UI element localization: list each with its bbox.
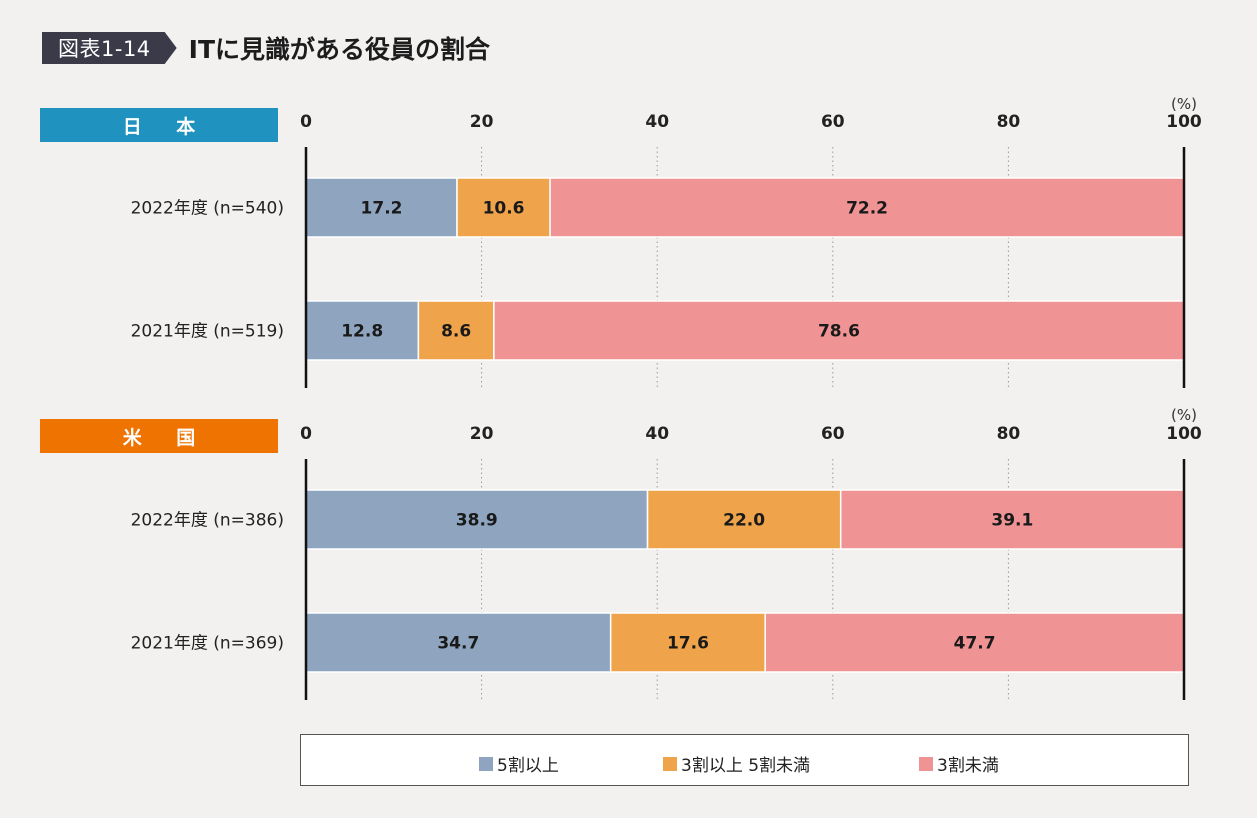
x-tick-label: 100 — [1166, 424, 1202, 444]
section-label-us: 米 国 — [40, 419, 278, 453]
legend-item-5wari-ijo: 5割以上 — [479, 751, 559, 776]
legend-swatch — [479, 756, 493, 771]
data-label: 47.7 — [954, 634, 996, 654]
x-tick-label: 0 — [300, 112, 312, 132]
unit-label: (%) — [1171, 95, 1197, 113]
bar-segment — [417, 300, 495, 361]
x-tick-label: 20 — [470, 424, 494, 444]
x-tick-label: 80 — [997, 424, 1021, 444]
legend: 5割以上 3割以上 5割未満 3割未満 — [300, 734, 1189, 786]
legend-swatch — [663, 756, 677, 771]
legend-item-3wari-5wari: 3割以上 5割未満 — [663, 751, 810, 776]
bar-segment — [609, 612, 766, 673]
bar-segment — [764, 612, 1185, 673]
x-tick-label: 60 — [821, 424, 845, 444]
data-label: 8.6 — [441, 322, 471, 342]
x-tick-label: 40 — [645, 112, 669, 132]
bar-segment — [456, 177, 551, 238]
bar-segment — [493, 300, 1185, 361]
figure-number-badge: 図表1-14 — [42, 32, 177, 64]
data-label: 17.6 — [667, 634, 709, 654]
legend-item-3wari-miman: 3割未満 — [919, 751, 999, 776]
figure-header: 図表1-14 ITに見識がある役員の割合 — [42, 32, 490, 64]
data-label: 12.8 — [341, 322, 383, 342]
x-tick-label: 80 — [997, 112, 1021, 132]
category-label: 2022年度 (n=540) — [131, 199, 284, 219]
data-label: 78.6 — [818, 322, 860, 342]
section-label-japan: 日 本 — [40, 108, 278, 142]
legend-swatch — [919, 756, 933, 771]
data-label: 10.6 — [483, 199, 525, 219]
x-tick-label: 0 — [300, 424, 312, 444]
category-label: 2021年度 (n=369) — [131, 634, 284, 654]
x-tick-label: 40 — [645, 424, 669, 444]
bar-segment — [305, 612, 612, 673]
data-label: 17.2 — [361, 199, 403, 219]
data-label: 34.7 — [437, 634, 479, 654]
figure-title: ITに見識がある役員の割合 — [188, 35, 491, 64]
bar-segment — [305, 489, 649, 550]
data-label: 39.1 — [991, 511, 1033, 531]
legend-label: 3割未満 — [937, 756, 999, 776]
x-tick-label: 60 — [821, 112, 845, 132]
x-tick-label: 100 — [1166, 112, 1202, 132]
legend-label: 5割以上 — [497, 756, 559, 776]
category-label: 2021年度 (n=519) — [131, 322, 284, 342]
legend-label: 3割以上 5割未満 — [681, 756, 811, 776]
data-label: 72.2 — [846, 199, 888, 219]
bar-segment — [839, 489, 1185, 550]
bar-segment — [646, 489, 842, 550]
data-label: 22.0 — [723, 511, 765, 531]
category-label: 2022年度 (n=386) — [131, 511, 284, 531]
x-tick-label: 20 — [470, 112, 494, 132]
data-label: 38.9 — [456, 511, 498, 531]
unit-label: (%) — [1171, 406, 1197, 424]
